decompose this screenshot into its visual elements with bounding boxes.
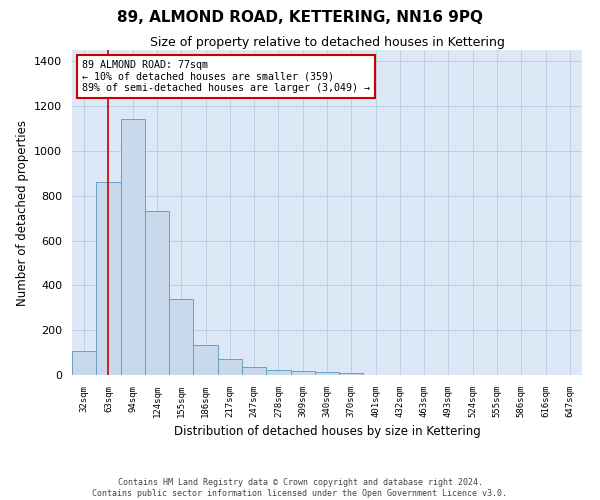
Bar <box>218 360 242 375</box>
Bar <box>315 372 339 375</box>
Text: 89, ALMOND ROAD, KETTERING, NN16 9PQ: 89, ALMOND ROAD, KETTERING, NN16 9PQ <box>117 10 483 25</box>
Bar <box>242 367 266 375</box>
Bar <box>145 212 169 375</box>
Bar <box>169 299 193 375</box>
Bar <box>193 344 218 375</box>
Bar <box>339 373 364 375</box>
X-axis label: Distribution of detached houses by size in Kettering: Distribution of detached houses by size … <box>173 426 481 438</box>
Text: Contains HM Land Registry data © Crown copyright and database right 2024.
Contai: Contains HM Land Registry data © Crown c… <box>92 478 508 498</box>
Y-axis label: Number of detached properties: Number of detached properties <box>16 120 29 306</box>
Bar <box>96 182 121 375</box>
Bar <box>266 370 290 375</box>
Bar <box>290 371 315 375</box>
Bar <box>72 352 96 375</box>
Bar <box>121 120 145 375</box>
Text: 89 ALMOND ROAD: 77sqm
← 10% of detached houses are smaller (359)
89% of semi-det: 89 ALMOND ROAD: 77sqm ← 10% of detached … <box>82 60 370 93</box>
Title: Size of property relative to detached houses in Kettering: Size of property relative to detached ho… <box>149 36 505 49</box>
